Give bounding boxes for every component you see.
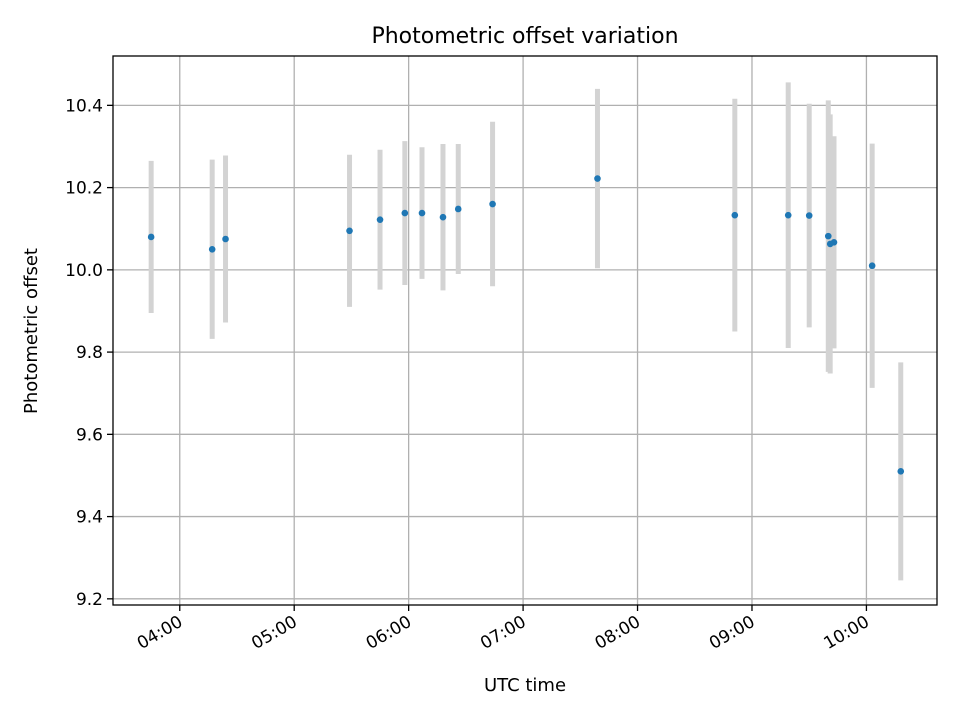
data-point — [439, 213, 447, 221]
data-point — [454, 205, 462, 213]
data-point — [830, 238, 838, 246]
x-tick-label: 09:00 — [706, 612, 758, 654]
data-point — [784, 211, 792, 219]
data-point — [376, 216, 384, 223]
data-point — [346, 227, 353, 235]
y-tick-label: 9.4 — [76, 508, 103, 528]
y-axis-label: Photometric offset — [21, 248, 42, 414]
y-tick-label: 9.2 — [76, 590, 103, 610]
x-axis-label: UTC time — [484, 675, 566, 696]
x-tick-label: 06:00 — [363, 612, 415, 654]
data-point — [805, 212, 813, 219]
chart-title: Photometric offset variation — [371, 24, 678, 49]
data-point — [824, 232, 832, 240]
y-tick-label: 10.0 — [65, 261, 103, 281]
data-point — [147, 233, 155, 241]
data-point — [401, 209, 409, 217]
y-tick-label: 9.8 — [76, 343, 103, 363]
y-ticks: 9.2 9.4 9.6 9.8 10.0 10.2 10.4 — [65, 96, 113, 610]
x-tick-label: 10:00 — [820, 612, 872, 654]
x-tick-label: 08:00 — [592, 612, 644, 654]
data-point — [208, 245, 216, 253]
y-tick-label: 10.2 — [65, 179, 103, 199]
error-bars — [148, 82, 904, 581]
data-point — [868, 262, 876, 270]
x-ticks: 04:00 05:00 06:00 07:00 08:00 09:00 10:00 — [134, 605, 873, 654]
y-tick-label: 10.4 — [65, 96, 103, 116]
data-point — [222, 235, 229, 243]
data-point — [897, 468, 905, 475]
x-tick-label: 07:00 — [477, 612, 529, 654]
data-point — [731, 211, 739, 219]
data-point — [594, 175, 601, 182]
data-points — [147, 175, 905, 475]
plot-frame — [112, 55, 938, 606]
grid-lines — [113, 56, 937, 605]
data-point — [418, 209, 426, 217]
x-tick-label: 04:00 — [134, 612, 186, 654]
x-tick-label: 05:00 — [248, 612, 300, 654]
y-tick-label: 9.6 — [76, 425, 103, 445]
data-point — [489, 200, 496, 208]
